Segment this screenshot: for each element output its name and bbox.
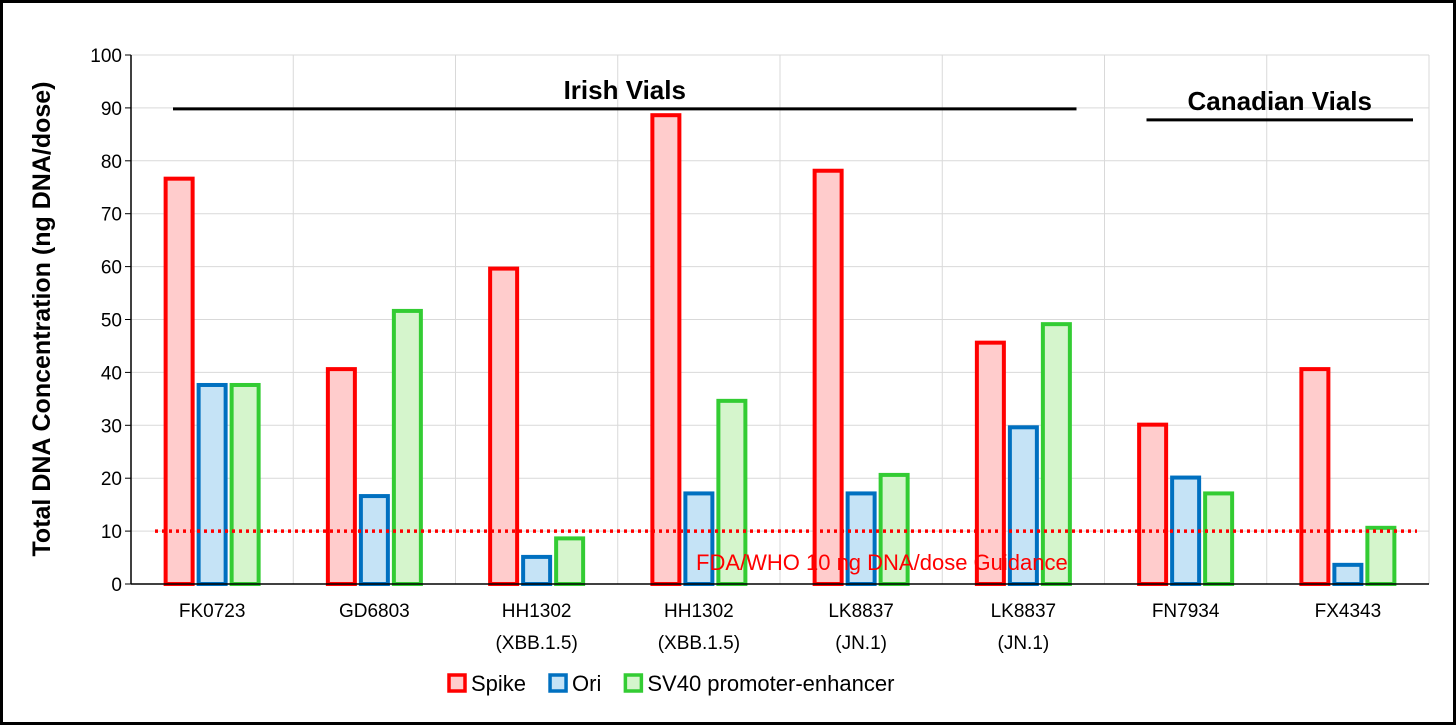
y-tick-label: 20 (101, 469, 122, 490)
x-tick-label: (JN.1) (835, 633, 887, 654)
bar-spike (974, 340, 1006, 586)
bar-sv40 (554, 536, 586, 587)
bar-ori (845, 491, 877, 586)
x-tick-label: (JN.1) (998, 633, 1050, 654)
bar-spike (325, 367, 357, 586)
bar-ori (1007, 425, 1039, 586)
guidance-line: FDA/WHO 10 ng DNA/dose Guidance (155, 529, 1417, 575)
bars (163, 113, 1397, 587)
x-tick-label: (XBB.1.5) (495, 633, 577, 654)
y-tick-label: 10 (101, 522, 122, 543)
legend-label-ori: Ori (572, 671, 601, 696)
bar-spike (163, 176, 195, 586)
legend: Spike Ori SV40 promoter-enhancer (447, 671, 894, 696)
bar-ori (358, 494, 390, 587)
legend-swatch-sv40 (623, 673, 644, 693)
x-tick-label: LK8837 (991, 601, 1057, 622)
legend-swatch-ori (548, 673, 568, 693)
bar-sv40 (1365, 525, 1397, 586)
group-label: Canadian Vials (1188, 86, 1373, 116)
x-tick-label: GD6803 (339, 601, 410, 622)
bar-sv40 (716, 398, 748, 586)
x-tick-label: FN7934 (1152, 601, 1220, 622)
x-tick-label: HH1302 (664, 601, 734, 622)
bar-spike (488, 266, 520, 586)
x-tick-label: FK0723 (179, 601, 246, 622)
y-tick-label: 30 (101, 416, 122, 437)
bar-ori (196, 382, 228, 587)
group-label: Irish Vials (564, 75, 686, 105)
legend-label-sv40: SV40 promoter-enhancer (647, 671, 894, 696)
x-tick-label: FX4343 (1315, 601, 1382, 622)
y-tick-label: 80 (101, 152, 122, 173)
bar-sv40 (1040, 322, 1072, 586)
bar-spike (1137, 422, 1169, 586)
y-tick-label: 0 (111, 575, 122, 596)
y-tick-label: 40 (101, 363, 122, 384)
y-tick-label: 70 (101, 205, 122, 226)
x-tick-label: (XBB.1.5) (658, 633, 740, 654)
legend-swatch-spike (447, 673, 467, 693)
bar-spike (812, 168, 844, 587)
x-tick-label: LK8837 (828, 601, 894, 622)
y-tick-label: 90 (101, 99, 122, 120)
bar-spike (650, 113, 682, 586)
bar-spike (1299, 367, 1331, 586)
y-axis-label: Total DNA Concentration (ng DNA/dose) (28, 82, 56, 557)
bar-sv40 (1203, 491, 1235, 586)
x-axis-ticks: FK0723 GD6803 HH1302 (XBB.1.5) HH1302 (XBB.1.… (179, 601, 1381, 654)
x-tick-label: HH1302 (502, 601, 572, 622)
y-tick-label: 100 (90, 46, 122, 67)
bar-chart: 0 10 20 30 40 50 60 70 80 90 100 FK0723 GD6803 HH130… (28, 46, 1430, 696)
y-tick-label: 60 (101, 258, 122, 279)
legend-label-spike: Spike (471, 671, 526, 696)
axes (130, 55, 1429, 585)
y-tick-label: 50 (101, 311, 122, 332)
gridlines (131, 54, 1430, 584)
bar-ori (1332, 562, 1364, 587)
bar-sv40 (229, 382, 261, 587)
guidance-label: FDA/WHO 10 ng DNA/dose Guidance (696, 550, 1068, 575)
bar-sv40 (391, 308, 423, 586)
y-axis-ticks: 0 10 20 30 40 50 60 70 80 90 100 (90, 46, 131, 596)
bar-ori (521, 554, 553, 587)
group-brackets: Irish Vials Canadian Vials (173, 75, 1413, 122)
